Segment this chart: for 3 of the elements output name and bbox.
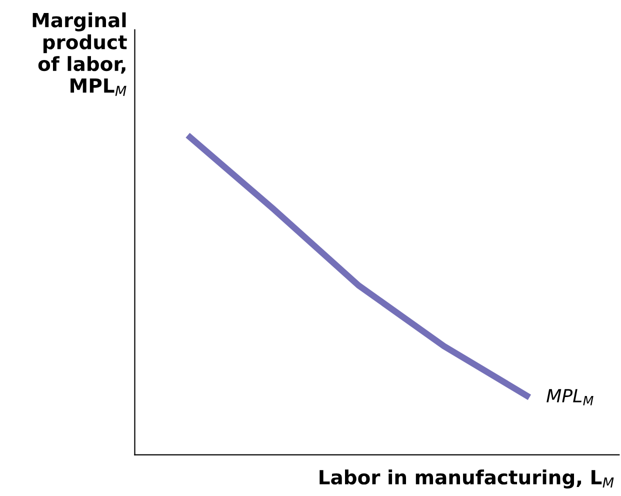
y-axis-title: Marginal product of labor, MPL$_{M}$	[32, 12, 127, 96]
series-label: MPL$_{M}$	[546, 389, 594, 406]
x-axis-title: Labor in manufacturing, L$_{M}$	[320, 470, 614, 488]
